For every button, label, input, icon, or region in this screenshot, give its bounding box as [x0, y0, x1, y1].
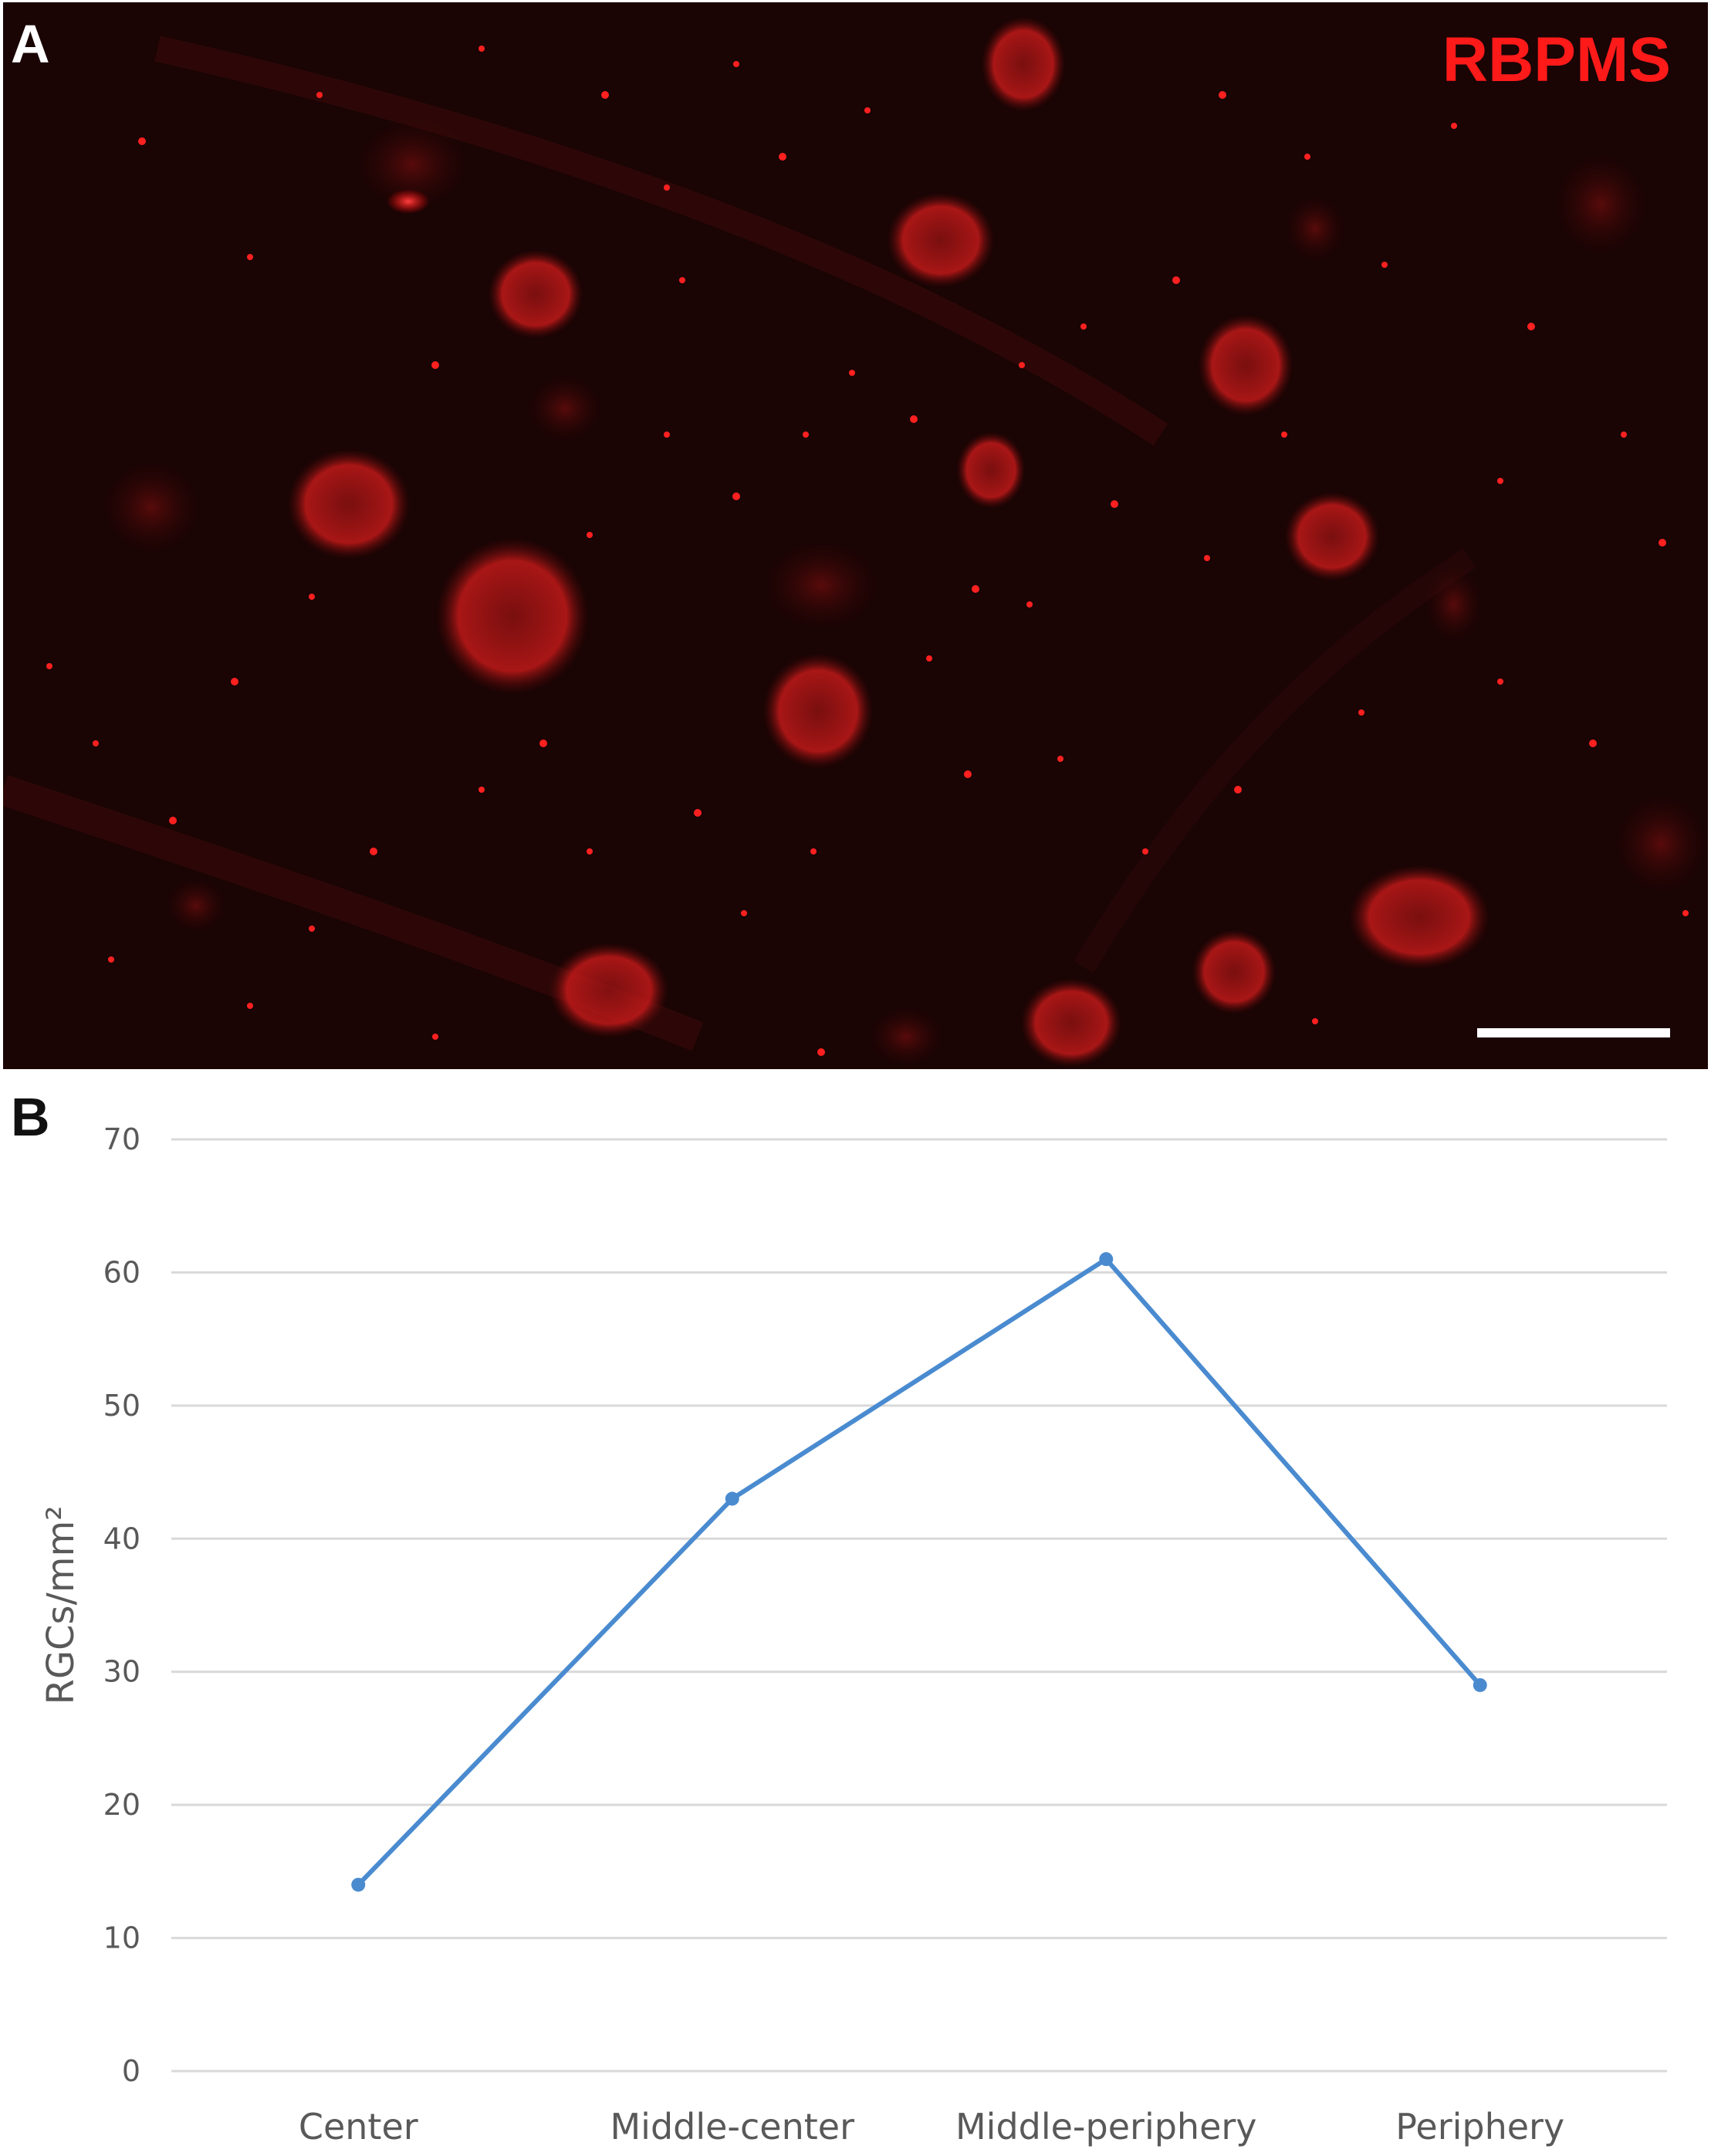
y-axis-label: RGCs/mm²: [39, 1506, 83, 1705]
grid-lines: [171, 1138, 1667, 2073]
y-tick-label: 60: [103, 1255, 140, 1289]
x-category-label: Middle-periphery: [955, 2106, 1257, 2148]
y-tick-label: 0: [122, 2054, 140, 2088]
y-tick-label: 40: [103, 1521, 140, 1555]
data-point: [351, 1877, 366, 1892]
series-line: [357, 1257, 1483, 1887]
data-point: [1099, 1252, 1114, 1267]
y-tick-label: 30: [103, 1655, 140, 1689]
y-axis-ticks: 0 10 20 30 40 50 60 70: [103, 1122, 140, 2088]
series-layer: [351, 1252, 1487, 1892]
x-category-label: Middle-center: [610, 2106, 854, 2148]
data-point: [1473, 1677, 1487, 1692]
y-tick-label: 50: [103, 1389, 140, 1423]
scale-bar: [1477, 1028, 1670, 1037]
line-chart: 0 10 20 30 40 50 60 70 Center Middle-center Middl…: [39, 1122, 1667, 2148]
x-category-label: Periphery: [1395, 2106, 1564, 2148]
x-category-label: Center: [299, 2106, 418, 2148]
data-point: [725, 1491, 739, 1506]
micrograph-panel: RBPMS: [3, 2, 1708, 1069]
y-tick-label: 70: [103, 1122, 140, 1156]
cell-bodies: [100, 16, 1708, 1068]
puncta: [46, 46, 1689, 1056]
stain-label: RBPMS: [1442, 25, 1671, 95]
y-tick-label: 10: [103, 1921, 140, 1955]
panel-letter-a: A: [11, 14, 50, 74]
y-tick-label: 20: [103, 1788, 140, 1822]
panel-letter-b: B: [11, 1087, 50, 1147]
x-axis-categories: Center Middle-center Middle-periphery Perip…: [299, 2106, 1564, 2148]
micrograph-image: [3, 2, 1708, 1069]
